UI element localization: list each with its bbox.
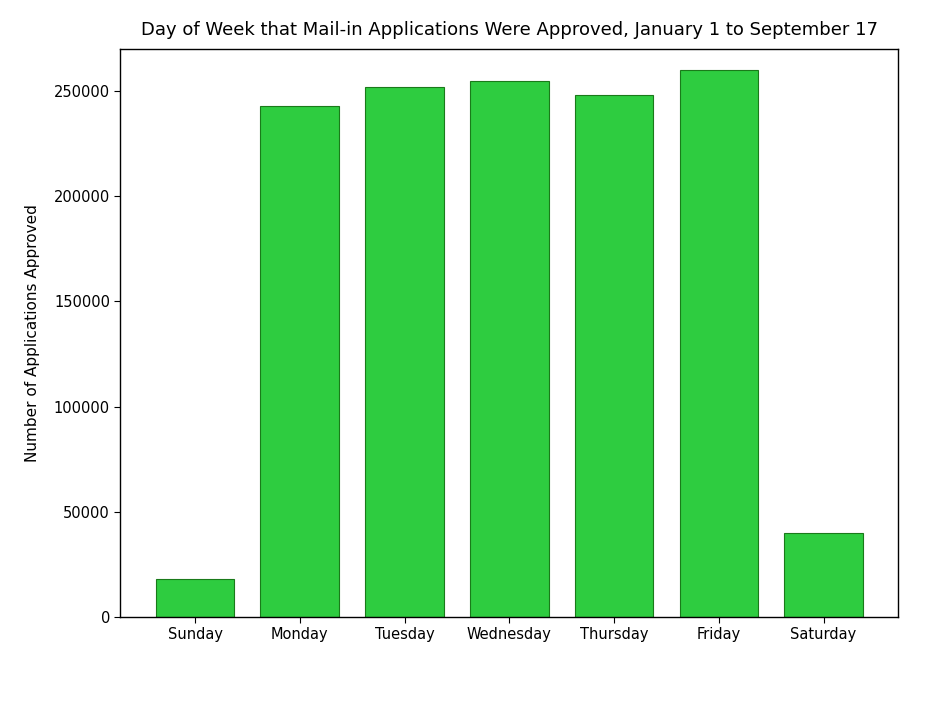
Bar: [680, 70, 758, 617]
Title: Day of Week that Mail-in Applications Were Approved, January 1 to September 17: Day of Week that Mail-in Applications We…: [141, 21, 878, 39]
Bar: [260, 106, 339, 617]
Bar: [365, 87, 444, 617]
Y-axis label: Number of Applications Approved: Number of Applications Approved: [25, 204, 40, 462]
Bar: [156, 579, 234, 617]
Bar: [784, 533, 863, 617]
Bar: [470, 81, 548, 617]
Bar: [575, 95, 654, 617]
